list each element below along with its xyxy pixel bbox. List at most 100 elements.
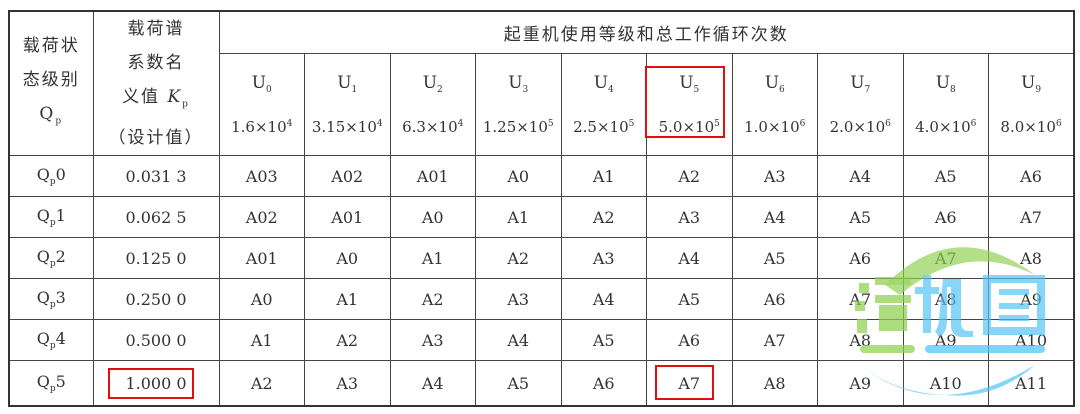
class-cycles-exponent: 5: [628, 118, 635, 129]
class-cell: A8: [988, 237, 1075, 280]
class-cell: A7: [646, 360, 733, 407]
load-state-symbol: Q: [36, 206, 50, 226]
class-cell: A7: [817, 278, 904, 321]
class-cell: A2: [560, 196, 647, 239]
class-cell: A2: [475, 237, 562, 280]
load-state-number: 4: [55, 329, 66, 349]
class-cell: A10: [988, 319, 1075, 362]
class-cycles-exponent: 4: [286, 118, 293, 129]
class-cycles-exponent: 5: [547, 118, 554, 129]
header-kp-symbol: K: [167, 87, 183, 107]
header-kp-subscript: p: [182, 99, 190, 110]
header-kp-line3: 义值: [122, 87, 168, 107]
header-load-state: 载荷状 态级别 Qp: [8, 10, 94, 157]
class-cell: A3: [731, 155, 818, 198]
class-cell: A7: [902, 237, 989, 280]
class-subscript: 1: [351, 84, 358, 95]
class-cycles: 3.15×10: [311, 117, 377, 136]
class-cycles-exponent: 4: [457, 118, 464, 129]
load-state-cell: Qp4: [8, 319, 94, 362]
load-state-symbol: Q: [36, 247, 50, 267]
load-state-subscript: p: [49, 341, 56, 352]
header-kp-line4: （设计值）: [108, 128, 204, 149]
class-subscript: 7: [864, 84, 871, 95]
class-cell: A5: [817, 196, 904, 239]
load-state-subscript: p: [49, 300, 56, 311]
class-label: U: [850, 72, 865, 93]
table-row: Qp1 0.062 5 A02 A01 A0 A1 A2 A3 A4 A5 A6 A7: [8, 196, 1075, 239]
load-state-number: 1: [55, 206, 66, 226]
class-subscript: 3: [522, 84, 529, 95]
class-cell: A6: [817, 237, 904, 280]
header-kp: 载荷谱 系数名 义值 Kp （设计值）: [92, 10, 220, 157]
header-kp-line1: 载荷谱: [127, 19, 185, 39]
usage-class-table: 载荷状 态级别 Qp 载荷谱 系数名 义值 Kp （设计值） 起重机使用等级和总工作循环次…: [8, 10, 1076, 407]
header-load-state-line1: 载荷状: [22, 36, 80, 56]
load-state-cell: Qp1: [8, 196, 94, 239]
load-state-number: 2: [55, 247, 66, 267]
class-cell: A6: [988, 155, 1075, 198]
class-cell: A4: [389, 360, 476, 407]
class-cell: A6: [560, 360, 647, 407]
class-cell: A1: [218, 319, 305, 362]
class-cell: A5: [902, 155, 989, 198]
class-cycles-exponent: 4: [376, 118, 383, 129]
class-cell: A0: [475, 155, 562, 198]
header-class-u4: U4 2.5×105: [560, 53, 647, 157]
class-cell: A8: [731, 360, 818, 407]
class-cell: A8: [817, 319, 904, 362]
class-cell: A1: [389, 237, 476, 280]
table-row: Qp4 0.500 0 A1 A2 A3 A4 A5 A6 A7 A8 A9 A10: [8, 319, 1075, 362]
class-cycles: 2.0×10: [829, 117, 886, 136]
class-label: U: [422, 72, 438, 93]
class-cell: A6: [902, 196, 989, 239]
class-cell: A5: [475, 360, 562, 407]
load-state-cell: Qp3: [8, 278, 94, 321]
kp-cell: 1.000 0: [92, 360, 220, 407]
class-cell: A9: [817, 360, 904, 407]
class-cell: A4: [817, 155, 904, 198]
class-cell: A0: [304, 237, 391, 280]
class-cell: A6: [731, 278, 818, 321]
class-cell: A4: [646, 237, 733, 280]
class-cell: A4: [475, 319, 562, 362]
class-cell: A2: [304, 319, 391, 362]
class-cell: A7: [988, 196, 1075, 239]
header-class-u5: U5 5.0×105: [646, 53, 733, 157]
class-cycles-exponent: 6: [970, 118, 977, 129]
class-cell: A2: [218, 360, 305, 407]
class-cell: A3: [475, 278, 562, 321]
class-cell: A3: [304, 360, 391, 407]
class-cell: A10: [902, 360, 989, 407]
class-cell: A5: [560, 319, 647, 362]
class-cycles: 1.0×10: [744, 117, 800, 136]
class-cell: A0: [218, 278, 305, 321]
table-row: Qp5 1.000 0 A2 A3 A4 A5 A6 A7 A8 A9 A10 A11: [8, 360, 1075, 407]
class-label: U: [337, 72, 352, 93]
class-cell: A5: [646, 278, 733, 321]
class-cell: A8: [902, 278, 989, 321]
class-cell: A6: [646, 319, 733, 362]
class-cell: A01: [389, 155, 476, 198]
kp-cell: 0.500 0: [92, 319, 220, 362]
load-state-number: 0: [55, 165, 66, 185]
class-cell: A7: [731, 319, 818, 362]
class-subscript: 2: [437, 84, 443, 95]
class-subscript: 6: [779, 84, 785, 95]
class-label: U: [593, 72, 609, 93]
class-cell: A4: [731, 196, 818, 239]
class-cycles: 1.25×10: [482, 117, 548, 136]
class-cell: A1: [475, 196, 562, 239]
load-state-cell: Qp5: [8, 360, 94, 407]
load-state-number: 3: [55, 288, 66, 308]
class-cell: A9: [902, 319, 989, 362]
class-subscript: 4: [608, 84, 614, 95]
header-class-u0: U0 1.6×104: [218, 53, 305, 157]
table-row: Qp2 0.125 0 A01 A0 A1 A2 A3 A4 A5 A6 A7 A8: [8, 237, 1075, 280]
load-state-cell: Qp0: [8, 155, 94, 198]
class-cell: A9: [988, 278, 1075, 321]
class-cell: A1: [304, 278, 391, 321]
class-cell: A4: [560, 278, 647, 321]
class-subscript: 9: [1035, 84, 1042, 95]
